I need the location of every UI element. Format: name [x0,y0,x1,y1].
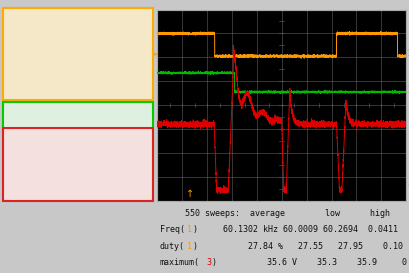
Text: 3: 3 [7,131,16,144]
Text: 1: 1 [187,225,192,234]
Text: duty(: duty( [160,242,184,251]
Text: 10.0 V: 10.0 V [16,126,52,136]
Text: maximum(: maximum( [160,258,200,267]
Text: 2 µs: 2 µs [16,22,40,32]
Text: Freq(: Freq( [160,225,184,234]
Text: ↑: ↑ [186,189,194,199]
Text: 10.0 V: 10.0 V [16,33,52,43]
Text: 3: 3 [407,179,409,188]
Text: )          27.84 %   27.55   27.95    0.10: ) 27.84 % 27.55 27.95 0.10 [193,242,403,251]
Text: 1: 1 [187,242,192,251]
Text: 3: 3 [207,258,211,267]
Text: 1: 1 [7,12,16,25]
Text: )     60.1302 kHz 60.0009 60.2694  0.0411: ) 60.1302 kHz 60.0009 60.2694 0.0411 [193,225,398,234]
Text: )          35.6 V    35.3    35.9     0.2: ) 35.6 V 35.3 35.9 0.2 [212,258,409,267]
Text: 2 µs: 2 µs [16,140,40,150]
Text: 2 µs: 2 µs [16,115,40,125]
Text: Gate A: Gate A [27,52,63,62]
Text: 2: 2 [407,85,409,94]
Text: 1: 1 [407,49,409,58]
Text: Gate B: Gate B [27,146,63,156]
Text: 2: 2 [7,105,16,118]
Text: Drain A: Drain A [26,172,64,182]
Text: 550 sweeps:  average        low      high    sigma: 550 sweeps: average low high sigma [160,209,409,218]
Text: 10.0 V: 10.0 V [16,152,52,162]
